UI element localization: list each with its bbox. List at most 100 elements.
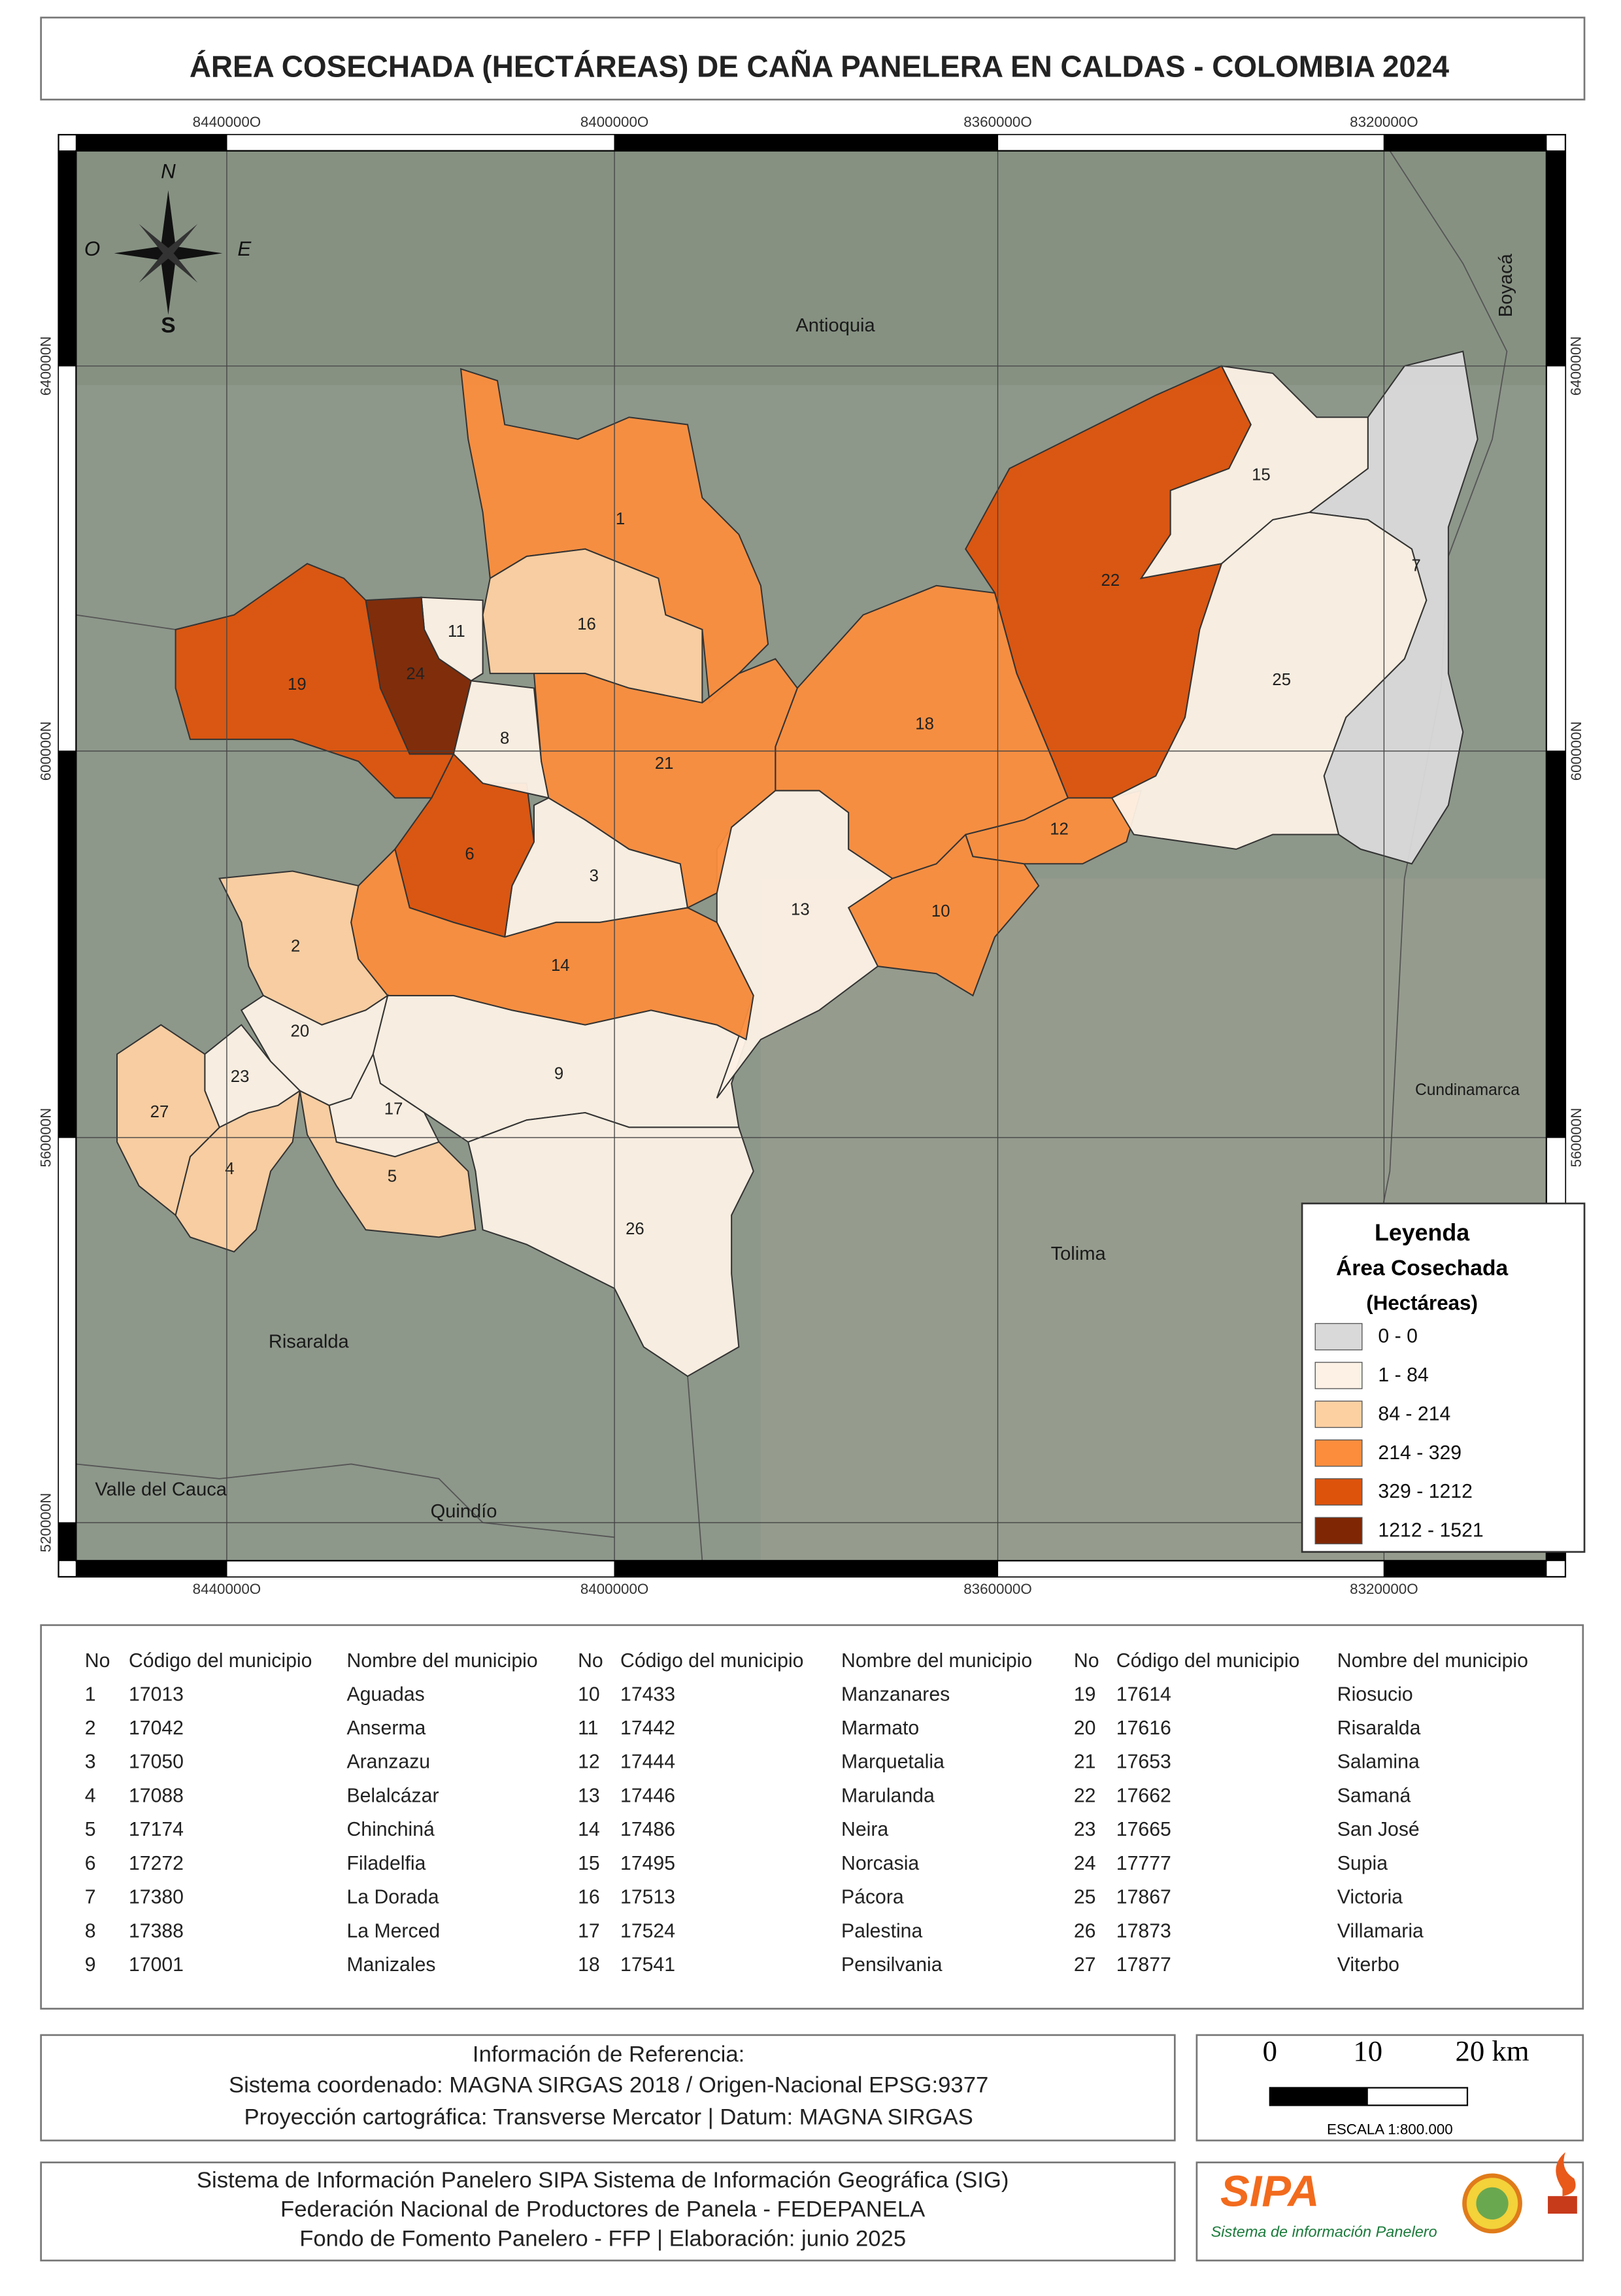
municipality-label: 4 (225, 1160, 234, 1178)
table-cell: 23 (1074, 1819, 1096, 1840)
municipality-label: 6 (465, 845, 474, 864)
municipality-label: 17 (384, 1100, 403, 1118)
municipality-label: 11 (448, 622, 465, 641)
frame-segment (226, 1560, 615, 1578)
frame-segment (58, 1137, 76, 1523)
reference-box (40, 2034, 1176, 2142)
municipality-table: No Código del municipio Nombre del municip… (40, 1624, 1584, 2010)
legend-label: 1212 - 1521 (1378, 1519, 1483, 1541)
frame-segment (75, 134, 227, 152)
table-cell: Salamina (1337, 1751, 1420, 1773)
table-cell: 17495 (620, 1853, 675, 1874)
table-cell: Manzanares (841, 1683, 950, 1705)
terrain-shade (76, 150, 1546, 385)
legend-unit: (Hectáreas) (1366, 1292, 1478, 1315)
table-cell: 25 (1074, 1887, 1096, 1908)
legend-swatch (1314, 1400, 1363, 1428)
compass-label: O (84, 237, 100, 260)
table-cell: 17662 (1116, 1785, 1171, 1806)
region-label: Risaralda (269, 1331, 350, 1352)
logo-emblem (1556, 2152, 1576, 2197)
table-cell: 17541 (620, 1954, 675, 1976)
frame-segment (997, 134, 1384, 152)
table-cell: 14 (578, 1819, 600, 1840)
municipality-label: 1 (616, 510, 625, 528)
compass-label: N (161, 160, 176, 183)
table-cell: 17867 (1116, 1887, 1171, 1908)
legend-swatch (1314, 1323, 1363, 1351)
municipality (533, 658, 798, 909)
y-coordinate: 640000N (1568, 336, 1584, 396)
credit-line: Fondo de Fomento Panelero - FFP | Elabor… (299, 2227, 906, 2252)
municipality-label: 15 (1252, 466, 1271, 484)
table-header: Código del municipio (129, 1650, 312, 1672)
table-cell: Viterbo (1337, 1954, 1399, 1976)
frame-segment (58, 365, 76, 752)
municipality-label: 3 (590, 867, 599, 885)
region-label: Boyacá (1496, 253, 1516, 317)
legend-label: 1 - 84 (1378, 1364, 1428, 1386)
table-cell: 15 (578, 1853, 600, 1874)
table-cell: Victoria (1337, 1887, 1403, 1908)
table-cell: La Dorada (346, 1887, 439, 1908)
table-cell: 17380 (129, 1887, 184, 1908)
table-cell: Norcasia (841, 1853, 919, 1874)
municipality-label: 12 (1050, 820, 1069, 839)
table-cell: 17042 (129, 1717, 184, 1739)
credit-line: Federación Nacional de Productores de Pa… (280, 2197, 926, 2222)
compass-label: S (161, 313, 175, 337)
scale-label: 10 (1353, 2034, 1382, 2067)
logo-emblem (1548, 2196, 1577, 2214)
municipality-label: 23 (231, 1068, 250, 1086)
table-cell: 17442 (620, 1717, 675, 1739)
frame-segment (58, 150, 76, 367)
municipality-label: 25 (1272, 671, 1291, 689)
municipality (350, 847, 754, 1041)
table-cell: Manizales (346, 1954, 435, 1976)
table-cell: 17013 (129, 1683, 184, 1705)
table-cell: 17665 (1116, 1819, 1171, 1840)
credits-box (40, 2161, 1176, 2262)
table-cell: 17616 (1116, 1717, 1171, 1739)
table-cell: 19 (1074, 1683, 1096, 1705)
table-cell: Palestina (841, 1920, 922, 1942)
table-cell: Neira (841, 1819, 888, 1840)
table-cell: 1 (85, 1683, 96, 1705)
table-cell: 5 (85, 1819, 96, 1840)
municipality-label: 26 (626, 1220, 644, 1238)
reference-line: Proyección cartográfica: Transverse Merc… (244, 2105, 973, 2130)
frame-inner (75, 150, 1547, 1562)
municipality-label: 22 (1101, 571, 1120, 590)
table-cell: Riosucio (1337, 1683, 1413, 1705)
table-cell: San José (1337, 1819, 1420, 1840)
x-coordinate: 8320000O (1350, 1581, 1418, 1597)
region-label: Tolima (1051, 1243, 1107, 1264)
scale-segment (1269, 2087, 1368, 2106)
compass-label: E (237, 237, 252, 260)
logo-emblem (1476, 2187, 1509, 2220)
table-cell: Filadelfia (346, 1853, 426, 1874)
table-cell: 17088 (129, 1785, 184, 1806)
municipality-label: 19 (288, 675, 307, 694)
y-coordinate: 640000N (38, 336, 54, 396)
title-box (40, 16, 1586, 101)
table-cell: La Merced (346, 1920, 440, 1942)
table-cell: 7 (85, 1887, 96, 1908)
table-cell: 17873 (1116, 1920, 1171, 1942)
municipality-label: 5 (388, 1167, 397, 1185)
legend: Leyenda Área Cosechada (Hectáreas) 0 - 0… (1301, 1202, 1586, 1553)
municipality-label: 14 (551, 956, 570, 975)
frame-segment (1546, 751, 1566, 1138)
frame-segment (1546, 365, 1566, 752)
x-coordinate: 8440000O (193, 1581, 261, 1597)
legend-title: Leyenda (1375, 1219, 1470, 1245)
table-cell: Marmato (841, 1717, 919, 1739)
table-cell: 2 (85, 1717, 96, 1739)
municipality-label: 13 (791, 901, 810, 919)
table-header: Nombre del municipio (346, 1650, 537, 1672)
table-cell: 3 (85, 1751, 96, 1773)
table-header: Código del municipio (620, 1650, 803, 1672)
region-label: Quindío (431, 1501, 497, 1522)
table-cell: Supia (1337, 1853, 1388, 1874)
y-coordinate: 520000N (38, 1493, 54, 1553)
